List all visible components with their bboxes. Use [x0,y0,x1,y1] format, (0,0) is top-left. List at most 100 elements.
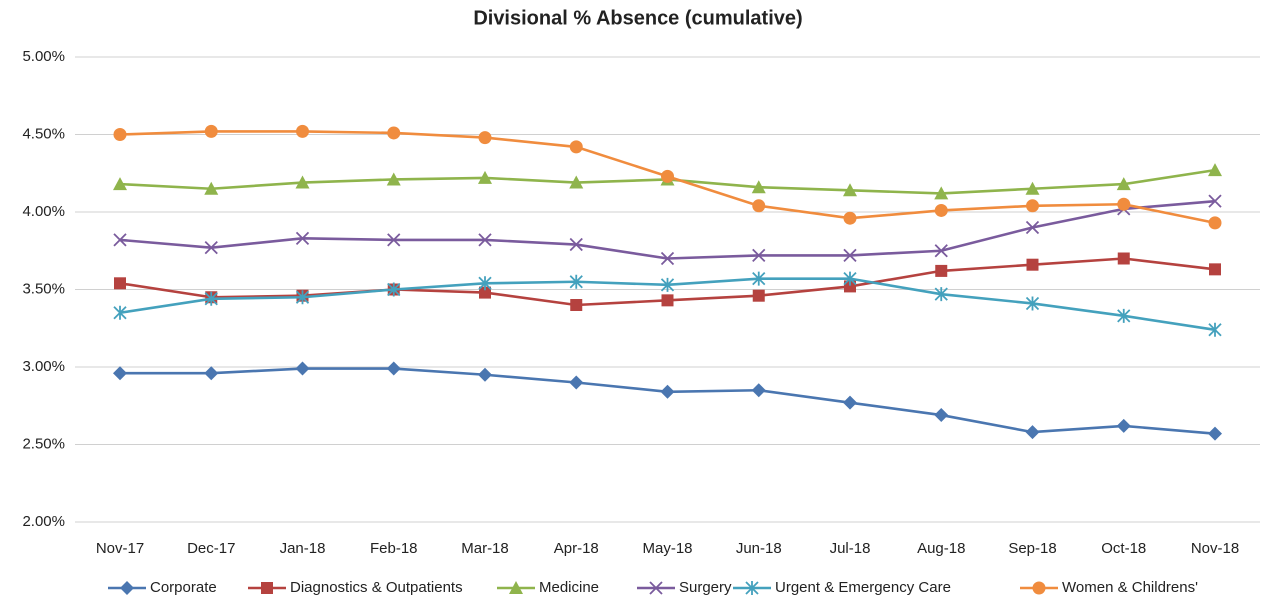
data-point [934,287,948,302]
x-tick-label: Mar-18 [461,540,509,557]
x-tick-label: Feb-18 [370,540,418,557]
legend-marker [745,581,759,595]
legend: Corporate Diagnostics & Outpatients Medici… [108,579,1198,596]
data-point [934,408,949,423]
data-point [1208,216,1222,230]
legend-label: Surgery [679,579,732,596]
data-point [204,291,218,306]
data-point [934,203,948,217]
series [113,124,1222,230]
legend-label: Medicine [539,579,599,596]
data-point [661,294,674,307]
x-tick-label: May-18 [642,540,692,557]
data-point [295,361,310,376]
x-tick-label: Jan-18 [280,540,326,557]
data-point [478,367,492,382]
data-point [1025,181,1040,195]
y-tick-label: 4.50% [22,125,65,142]
data-point [569,274,583,289]
legend-marker [261,582,273,594]
data-point [934,244,948,258]
data-point [295,231,310,245]
data-point [387,282,401,297]
data-point [934,186,949,200]
data-point [844,280,856,293]
data-point [569,375,584,390]
data-point [569,140,583,154]
data-point [1208,194,1222,208]
chart-title: Divisional % Absence (cumulative) [473,7,802,29]
x-tick-label: Oct-18 [1101,540,1146,557]
data-point [478,131,492,145]
y-tick-label: 5.00% [22,48,65,65]
data-point [295,175,310,189]
data-point [569,237,583,252]
legend-label: Corporate [150,579,217,596]
data-point [1208,163,1222,177]
data-point [387,233,401,247]
legend-marker [120,581,134,595]
data-point [570,299,583,311]
data-point [752,199,766,213]
data-point [843,271,857,286]
legend-label: Women & Childrens' [1062,579,1198,596]
data-point [1117,252,1130,265]
data-point [1117,308,1131,323]
x-tick-label: Nov-18 [1191,540,1239,557]
x-tick-label: Jul-18 [830,540,871,557]
y-tick-label: 3.50% [22,280,65,297]
series [113,271,1222,337]
data-point [751,383,766,398]
series-line [119,199,1216,260]
data-point [660,277,675,292]
data-point [386,361,401,376]
data-point [478,233,492,247]
data-point [113,128,127,141]
x-tick-label: Nov-17 [96,540,144,557]
data-point [1209,263,1221,276]
data-point [751,180,766,194]
data-point [843,395,857,410]
data-point [1116,177,1131,191]
data-point [752,289,765,302]
data-point [204,124,218,138]
y-tick-label: 4.00% [22,203,65,220]
data-point [843,183,857,197]
legend-label: Diagnostics & Outpatients [290,579,463,596]
data-point [1026,258,1039,271]
data-point [1208,426,1222,441]
y-tick-label: 2.50% [22,435,65,452]
data-point [1117,197,1131,211]
data-point [295,290,310,305]
x-tick-label: Dec-17 [187,540,235,557]
data-point [204,181,219,195]
data-point [935,264,948,277]
data-point [660,384,675,399]
legend-label: Urgent & Emergency Care [775,579,951,596]
x-tick-label: Jun-18 [736,540,782,557]
x-tick-label: Sep-18 [1008,540,1056,557]
data-point [1026,199,1039,213]
data-point [1116,418,1131,433]
data-point [204,366,219,381]
data-point [569,175,584,189]
data-point [478,276,492,291]
data-point [113,305,127,320]
data-point [1025,296,1040,311]
data-point [752,248,766,263]
x-tick-label: Apr-18 [554,540,599,557]
legend-marker [1032,581,1046,595]
x-tick-label: Aug-18 [917,540,965,557]
data-point [114,277,126,290]
data-point [843,211,857,225]
data-point [113,177,127,191]
y-tick-label: 2.00% [22,513,65,530]
legend-marker [509,581,523,594]
data-point [1208,322,1222,337]
data-point [478,170,492,184]
y-tick-label: 3.00% [22,358,65,375]
data-point [752,271,766,286]
data-point [113,366,127,381]
